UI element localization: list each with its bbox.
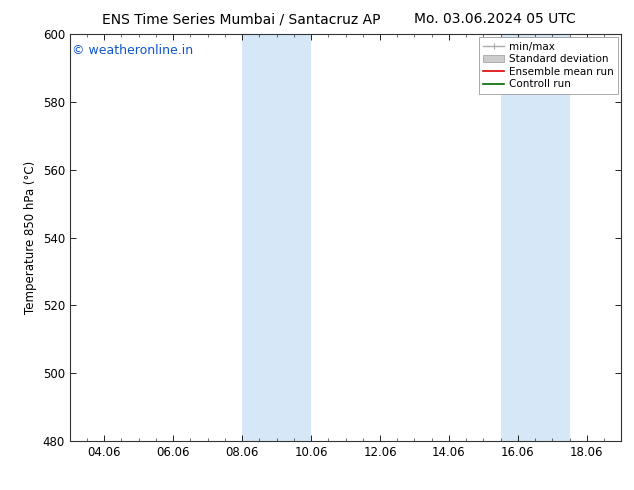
Text: Mo. 03.06.2024 05 UTC: Mo. 03.06.2024 05 UTC [413,12,576,26]
Bar [242,34,311,441]
Y-axis label: Temperature 850 hPa (°C): Temperature 850 hPa (°C) [24,161,37,314]
Text: ENS Time Series Mumbai / Santacruz AP: ENS Time Series Mumbai / Santacruz AP [101,12,380,26]
Bar [501,34,569,441]
Legend: min/max, Standard deviation, Ensemble mean run, Controll run: min/max, Standard deviation, Ensemble me… [479,37,618,94]
Text: © weatheronline.in: © weatheronline.in [72,45,193,57]
